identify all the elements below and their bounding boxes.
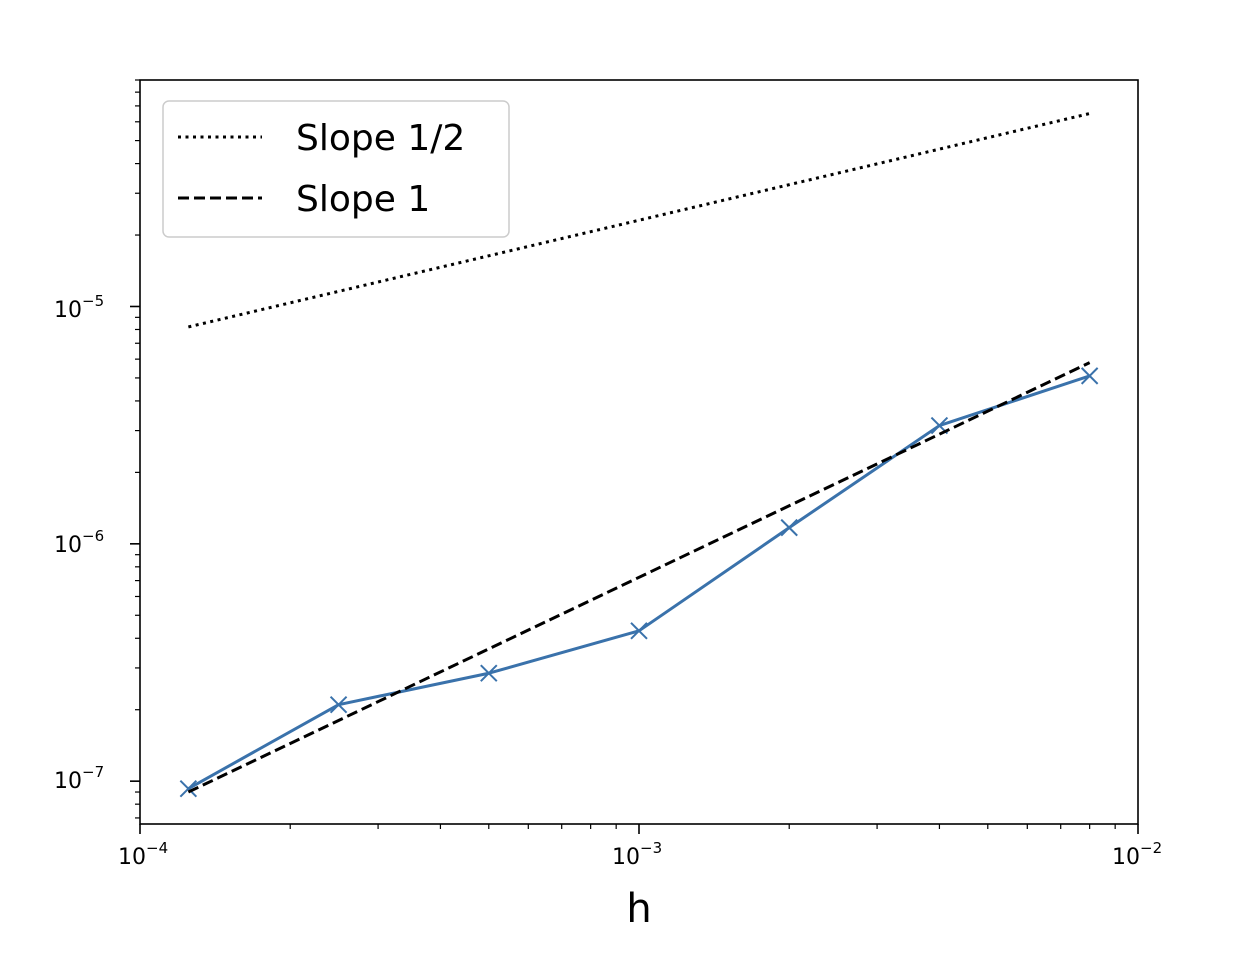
x-tick-label-1: 10−3 <box>612 839 662 870</box>
x-tick-label-2: 10−2 <box>1112 839 1162 870</box>
ticks-layer <box>130 79 1139 834</box>
series-0-point-6 <box>1080 367 1099 385</box>
legend-label-slope-half: Slope 1/2 <box>296 118 465 159</box>
series-layer <box>179 112 1099 798</box>
series-0-point-0 <box>179 779 198 798</box>
x-axis-label: h <box>626 886 651 932</box>
series-0-point-3 <box>630 622 648 640</box>
legend-box <box>162 100 510 238</box>
y-tick-label-0: 10−7 <box>54 763 104 794</box>
series-0-point-1 <box>329 695 348 714</box>
y-tick-label-2: 10−5 <box>54 292 104 323</box>
series-line-2 <box>187 361 1091 794</box>
x-tick-label-0: 10−4 <box>118 839 168 870</box>
y-tick-label-1: 10−6 <box>54 527 104 558</box>
series-0-point-2 <box>480 664 498 682</box>
series-0-point-4 <box>780 518 798 537</box>
legend-label-slope-one: Slope 1 <box>296 179 430 220</box>
legend: Slope 1/2 Slope 1 <box>162 100 510 238</box>
